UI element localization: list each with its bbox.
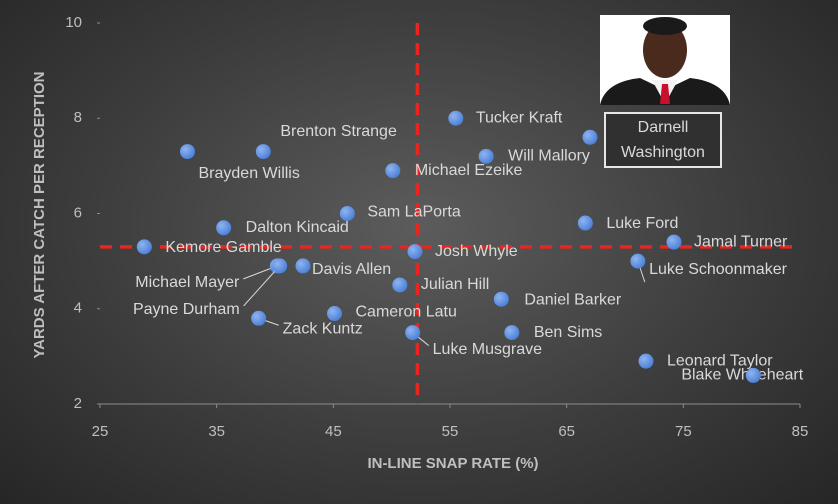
- point-label: Daniel Barker: [524, 291, 622, 308]
- point-label: Luke Musgrave: [433, 341, 542, 358]
- point-label: Brenton Strange: [280, 123, 397, 140]
- x-axis-title: IN-LINE SNAP RATE (%): [367, 455, 538, 472]
- data-point: [339, 206, 355, 221]
- point-label: Jamal Turner: [694, 233, 788, 250]
- data-point: [255, 144, 271, 160]
- x-tick-label: 55: [442, 423, 459, 440]
- highlight-label: Darnell Washington: [604, 112, 722, 168]
- point-label: Sam LaPorta: [367, 204, 460, 221]
- point-label: Kemore Gamble: [165, 239, 282, 256]
- data-point: [180, 144, 195, 160]
- data-point: [216, 220, 232, 236]
- point-label: Davis Allen: [312, 261, 391, 278]
- data-point: [392, 277, 408, 293]
- data-point: [295, 258, 311, 274]
- x-tick-label: 65: [558, 423, 575, 440]
- data-point: [405, 325, 421, 341]
- point-label: Josh Whyle: [435, 243, 518, 260]
- data-point: [448, 110, 464, 126]
- data-point: [136, 239, 152, 255]
- x-tick-label: 45: [325, 423, 342, 440]
- data-point: [638, 353, 654, 369]
- photo-tie: [660, 84, 670, 104]
- point-label: Luke Ford: [606, 215, 678, 232]
- data-point: [577, 215, 593, 231]
- x-tick-label: 35: [208, 423, 225, 440]
- photo-head: [643, 22, 687, 78]
- y-tick-label: 4: [74, 300, 82, 317]
- point-label: Dalton Kincaid: [246, 219, 349, 236]
- data-point: [666, 234, 682, 250]
- x-tick-label: 25: [92, 423, 109, 440]
- point-label: Brayden Willis: [199, 165, 300, 182]
- data-point: [630, 253, 646, 269]
- point-label: Julian Hill: [421, 276, 489, 293]
- player-photo: [600, 15, 730, 105]
- point-label: Will Mallory: [508, 148, 590, 165]
- point-label: Payne Durham: [133, 301, 240, 318]
- y-tick-label: 10: [65, 14, 82, 31]
- y-axis-title: YARDS AFTER CATCH PER RECEPTION: [31, 72, 48, 359]
- photo-hair: [643, 17, 687, 35]
- y-tick-label: 8: [74, 109, 82, 126]
- point-label: Ben Sims: [534, 324, 602, 341]
- data-point: [251, 310, 267, 326]
- point-label: Cameron Latu: [356, 304, 457, 321]
- point-label: Zack Kuntz: [283, 320, 363, 337]
- point-label: Leonard Taylor: [667, 352, 773, 369]
- y-tick-label: 6: [74, 204, 82, 221]
- point-label: Luke Schoonmaker: [649, 261, 787, 278]
- point-label: Michael Ezeike: [415, 162, 523, 179]
- point-label: Michael Mayer: [135, 274, 240, 291]
- data-point: [504, 325, 520, 341]
- data-point: [385, 163, 401, 179]
- data-point: [407, 244, 423, 260]
- data-point: [582, 129, 598, 145]
- data-point: [327, 306, 342, 322]
- leader-line: [243, 265, 281, 307]
- x-tick-label: 85: [792, 423, 809, 440]
- data-point: [493, 291, 509, 307]
- data-point: [745, 367, 761, 383]
- x-tick-label: 75: [675, 423, 692, 440]
- point-label: Blake Whiteheart: [681, 367, 803, 384]
- data-point: [272, 258, 288, 274]
- data-point: [478, 148, 494, 164]
- y-tick-label: 2: [74, 395, 82, 412]
- point-label: Tucker Kraft: [476, 109, 563, 126]
